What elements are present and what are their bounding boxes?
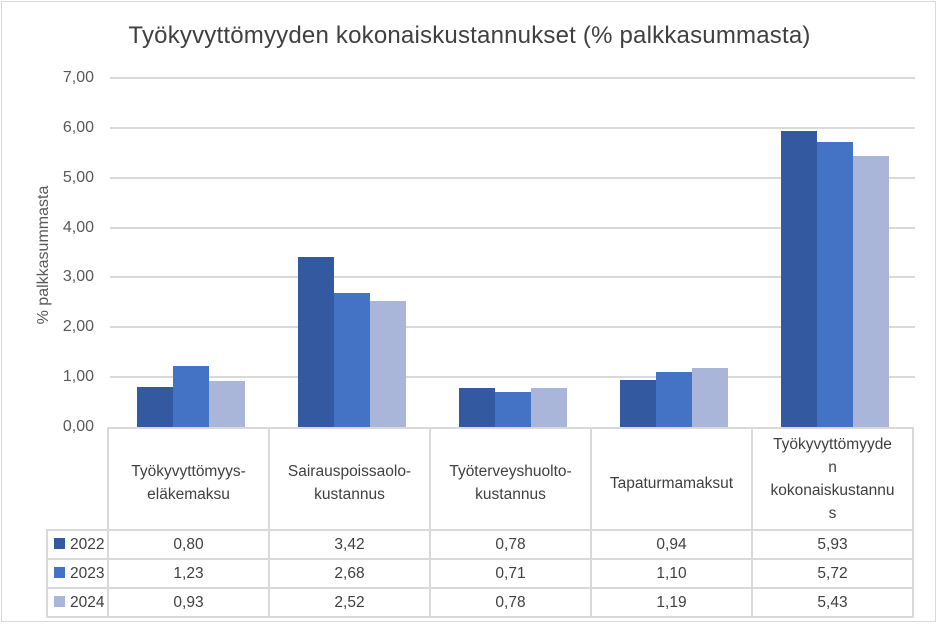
data-table: Työkyvyttömyys-eläkemaksu Sairauspoissaol… xyxy=(46,427,914,618)
table-row: 2023 1,23 2,68 0,71 1,10 5,72 xyxy=(46,558,914,589)
category-header: Tapaturmamaksut xyxy=(590,427,753,531)
y-tick-label: 6,00 xyxy=(62,118,94,136)
legend-swatch-icon xyxy=(54,537,65,549)
category-label-line: kustannus xyxy=(314,486,385,503)
bar-2022 xyxy=(297,256,334,427)
table-cell: 2,68 xyxy=(268,558,431,589)
bar-2024 xyxy=(852,156,889,427)
y-tick-label: 7,00 xyxy=(62,69,94,87)
category-label-line: Työkyvyttömyyde xyxy=(773,436,892,453)
bar-2022 xyxy=(458,388,495,427)
table-cell: 3,42 xyxy=(268,529,431,560)
series-name: 2022 xyxy=(70,535,105,553)
bar-2023 xyxy=(333,293,370,427)
gridline xyxy=(110,226,915,229)
chart-title: Työkyvyttömyyden kokonaiskustannukset (%… xyxy=(128,22,811,49)
category-header: Työkyvyttömyys-eläkemaksu xyxy=(107,427,270,531)
series-name: 2024 xyxy=(70,593,105,611)
y-tick-label: 1,00 xyxy=(62,368,94,386)
bar-2023 xyxy=(494,391,531,427)
table-cell: 0,78 xyxy=(429,587,592,618)
bar-2023 xyxy=(816,141,853,427)
bar-2024 xyxy=(369,301,406,427)
table-cell: 0,94 xyxy=(590,529,753,560)
bar-2022 xyxy=(780,131,817,427)
category-label-line: Tapaturmamaksut xyxy=(609,474,734,492)
table-cell: 1,10 xyxy=(590,558,753,589)
table-cell: 0,78 xyxy=(429,529,592,560)
category-label-line: Sairauspoissaolo- xyxy=(287,463,412,480)
category-header: Sairauspoissaolo-kustannus xyxy=(268,427,431,531)
legend-key: 2023 xyxy=(46,558,109,589)
gridline xyxy=(110,276,915,279)
table-cell: 5,93 xyxy=(751,529,914,560)
table-cell: 5,43 xyxy=(751,587,914,618)
category-label-line: n xyxy=(828,459,837,476)
bar-2023 xyxy=(172,365,209,427)
category-header: Työkyvyttömyyde n kokonaiskustannu s xyxy=(751,427,914,531)
bar-2024 xyxy=(208,380,245,427)
table-corner xyxy=(47,428,109,531)
table-cell: 1,19 xyxy=(590,587,753,618)
bar-2024 xyxy=(691,367,728,427)
category-label-line: Työkyvyttömyys- xyxy=(131,463,246,480)
legend-swatch-icon xyxy=(54,566,65,578)
y-tick-label: 4,00 xyxy=(62,218,94,236)
y-tick-label: 3,00 xyxy=(62,268,94,286)
gridline xyxy=(110,77,915,80)
y-tick-label: 5,00 xyxy=(62,168,94,186)
gridline xyxy=(110,326,915,329)
gridline xyxy=(110,376,915,379)
legend-key: 2022 xyxy=(46,529,109,560)
table-row: 2024 0,93 2,52 0,78 1,19 5,43 xyxy=(46,587,914,618)
category-label-line: kustannus xyxy=(475,486,546,503)
gridline xyxy=(110,176,915,179)
category-header: Työterveyshuolto-kustannus xyxy=(429,427,592,531)
legend-key: 2024 xyxy=(46,587,109,618)
category-label-line: kokonaiskustannu xyxy=(770,482,895,499)
bar-2023 xyxy=(655,372,692,427)
legend-swatch-icon xyxy=(54,595,65,607)
table-cell: 5,72 xyxy=(751,558,914,589)
y-tick-label: 2,00 xyxy=(62,318,94,336)
table-cell: 1,23 xyxy=(107,558,270,589)
category-label-line: Työterveyshuolto- xyxy=(449,463,572,480)
series-name: 2023 xyxy=(70,564,105,582)
table-cell: 0,80 xyxy=(107,529,270,560)
gridline xyxy=(110,126,915,129)
y-axis-label: % palkkasummasta xyxy=(35,185,52,325)
category-label-line: eläkemaksu xyxy=(147,486,230,503)
table-cell: 2,52 xyxy=(268,587,431,618)
table-cell: 0,93 xyxy=(107,587,270,618)
bar-2022 xyxy=(619,380,656,427)
table-cell: 0,71 xyxy=(429,558,592,589)
table-row: 2022 0,80 3,42 0,78 0,94 5,93 xyxy=(46,529,914,560)
bar-2022 xyxy=(136,387,173,427)
category-label-line: s xyxy=(828,505,837,522)
bar-2024 xyxy=(530,388,567,427)
